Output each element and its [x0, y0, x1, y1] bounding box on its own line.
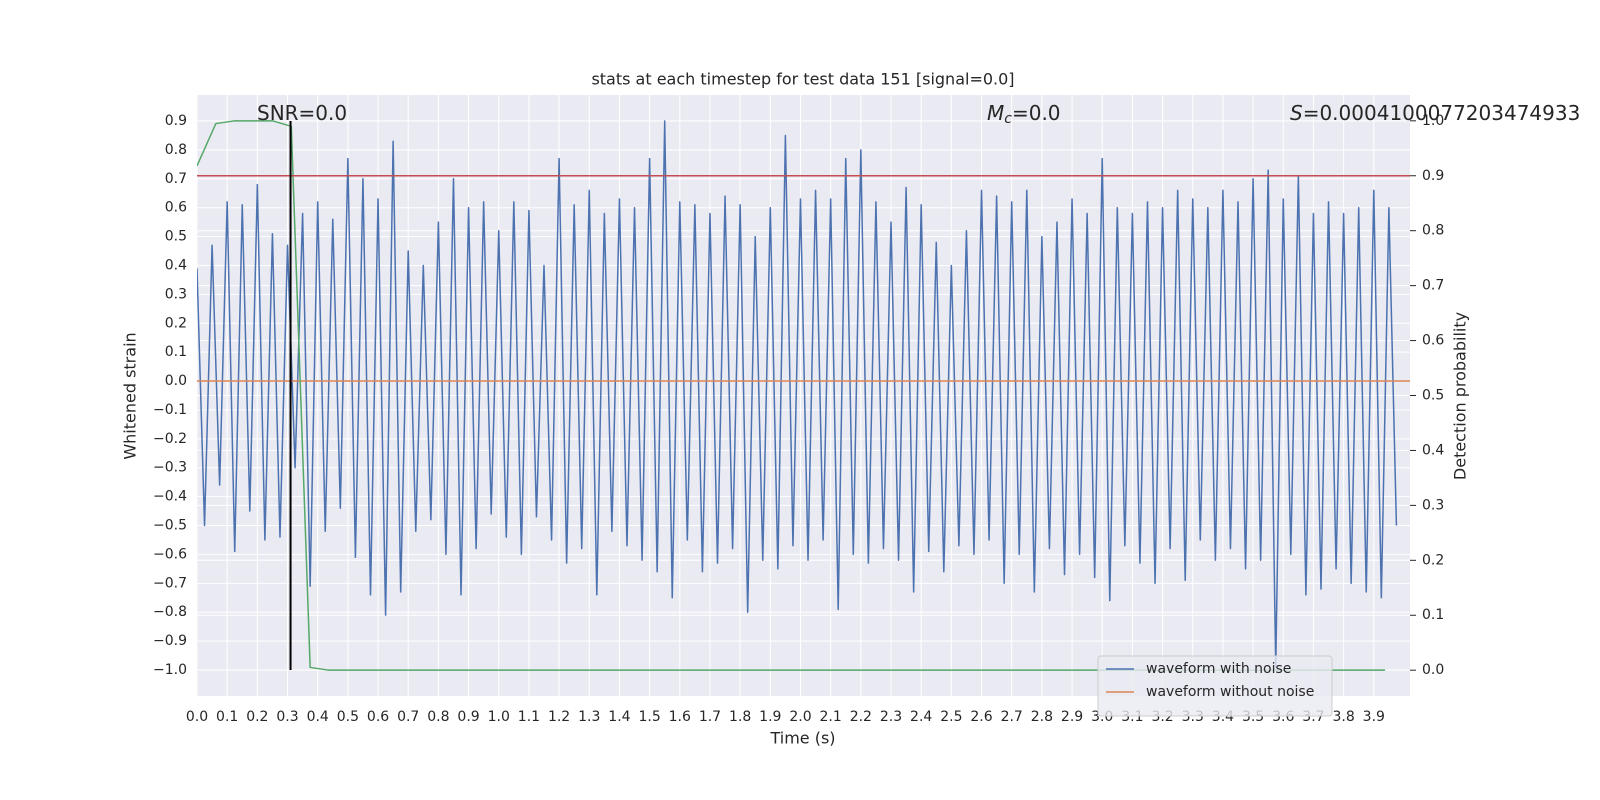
y-tick-label: 0.4: [165, 257, 187, 273]
y2-tick-label: 0.1: [1422, 607, 1444, 623]
y2-tick-label: 1.0: [1422, 113, 1444, 129]
y-tick-label: 0.8: [165, 142, 187, 158]
annotation-subscript: c: [1004, 111, 1012, 127]
annotation: Mc=0.0: [987, 101, 1061, 128]
y2-tick-label: 0.7: [1422, 278, 1444, 294]
annotation: SNR=0.0: [257, 101, 347, 125]
x-tick-label: 0.0: [186, 709, 208, 725]
annotation-symbol: M: [987, 101, 1004, 125]
y-tick-label: 0.3: [165, 286, 187, 302]
y2-tick-label: 0.3: [1422, 497, 1444, 513]
x-tick-label: 2.2: [850, 709, 872, 725]
x-tick-label: 2.8: [1031, 709, 1053, 725]
x-tick-label: 1.6: [669, 709, 691, 725]
y-tick-label: 0.7: [165, 171, 187, 187]
x-tick-label: 0.3: [276, 709, 298, 725]
x-tick-label: 0.2: [246, 709, 268, 725]
y-tick-label: −0.2: [153, 431, 187, 447]
legend: waveform with noise waveform without nois…: [1097, 655, 1333, 717]
x-tick-label: 3.8: [1332, 709, 1354, 725]
y-tick-label: −0.5: [153, 518, 187, 534]
y-tick-label: −0.8: [153, 604, 187, 620]
y-tick-label: −1.0: [153, 662, 187, 678]
x-tick-label: 1.2: [548, 709, 570, 725]
series-line: [197, 120, 1398, 668]
x-tick-label: 0.9: [457, 709, 479, 725]
y-tick-label: −0.6: [153, 546, 187, 562]
x-tick-label: 2.9: [1061, 709, 1083, 725]
y2-tick-label: 0.0: [1422, 662, 1444, 678]
x-tick-label: 2.6: [970, 709, 992, 725]
x-tick-label: 0.1: [216, 709, 238, 725]
legend-label: waveform without noise: [1146, 684, 1314, 700]
y-tick-label: 0.6: [165, 200, 187, 216]
y-axis-label: Whitened strain: [121, 332, 140, 459]
y2-tick-label: 0.5: [1422, 388, 1444, 404]
x-tick-label: 1.0: [488, 709, 510, 725]
x-tick-label: 1.7: [699, 709, 721, 725]
y-tick-label: −0.9: [153, 633, 187, 649]
x-tick-label: 2.4: [910, 709, 932, 725]
x-tick-label: 0.7: [397, 709, 419, 725]
y-tick-label: 0.0: [165, 373, 187, 389]
x-tick-label: 0.4: [307, 709, 329, 725]
x-tick-label: 1.8: [729, 709, 751, 725]
x-tick-label: 2.7: [1001, 709, 1023, 725]
plot-content: [197, 120, 1410, 671]
y-tick-label: −0.3: [153, 460, 187, 476]
y-tick-label: 0.5: [165, 229, 187, 245]
x-axis-label: Time (s): [769, 729, 835, 748]
y2-tick-label: 0.6: [1422, 333, 1444, 349]
x-tick-label: 2.5: [940, 709, 962, 725]
y2-tick-label: 0.9: [1422, 168, 1444, 184]
y-tick-label: −0.7: [153, 575, 187, 591]
legend-box: [1097, 655, 1333, 717]
x-tick-label: 1.4: [608, 709, 630, 725]
y2-tick-label: 0.8: [1422, 223, 1444, 239]
y2-axis-label: Detection probability: [1451, 312, 1470, 480]
series-line: [197, 120, 1386, 671]
x-tick-label: 1.3: [578, 709, 600, 725]
x-tick-label: 2.3: [880, 709, 902, 725]
y2-tick-label: 0.4: [1422, 442, 1444, 458]
y-tick-label: 0.9: [165, 113, 187, 129]
annotation-text: =0.0: [1012, 101, 1061, 125]
x-tick-label: 0.5: [337, 709, 359, 725]
annotation-text: =0.0004100077203474933: [1303, 101, 1581, 125]
x-tick-label: 1.5: [638, 709, 660, 725]
x-tick-label: 0.8: [427, 709, 449, 725]
y-tick-label: 0.2: [165, 315, 187, 331]
x-tick-label: 3.9: [1363, 709, 1385, 725]
x-tick-label: 2.1: [820, 709, 842, 725]
x-tick-label: 1.9: [759, 709, 781, 725]
annotation-text: SNR=0.0: [257, 101, 347, 125]
y2-tick-label: 0.2: [1422, 552, 1444, 568]
annotation-symbol: S: [1290, 101, 1303, 125]
y-tick-label: −0.4: [153, 489, 187, 505]
x-tick-label: 1.1: [518, 709, 540, 725]
x-tick-label: 0.6: [367, 709, 389, 725]
chart-title: stats at each timestep for test data 151…: [591, 70, 1014, 89]
y-tick-label: −0.1: [153, 402, 187, 418]
y-tick-label: 0.1: [165, 344, 187, 360]
x-tick-label: 2.0: [789, 709, 811, 725]
annotation: S=0.0004100077203474933: [1290, 101, 1580, 125]
legend-label: waveform with noise: [1146, 661, 1291, 677]
